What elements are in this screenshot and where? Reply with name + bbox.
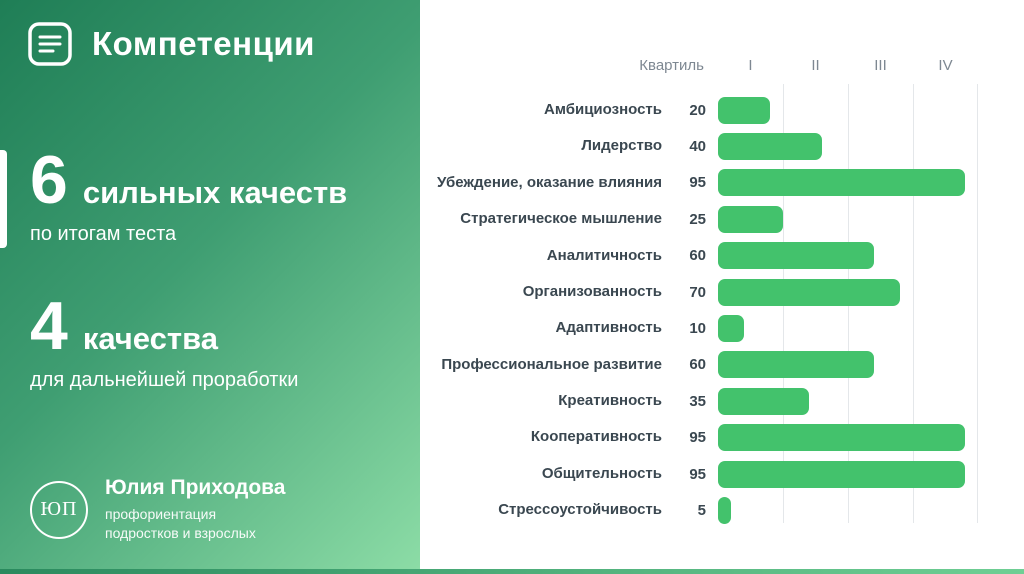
accent-bar [0,150,7,248]
chart-row: Стратегическое мышление 25 [420,201,978,237]
chart-row: Лидерство 40 [420,128,978,164]
bar [718,169,965,197]
bar [718,460,965,488]
quartile-headers: I II III IV [718,57,978,74]
competency-bar-chart: Квартиль I II III IV Амбициозность 20 Лидерст… [420,0,1024,569]
bar [718,133,822,161]
bar-track [718,460,978,488]
bar [718,205,783,233]
author-footer: ЮП Юлия Приходова профориентация подрост… [30,476,285,543]
author-subtitle-line2: подростков и взрослых [105,525,256,542]
bar-track [718,205,978,233]
stat-improve-qualities: 4 качества для дальнейшей проработки [30,292,298,392]
bar [718,96,770,124]
bar-value: 95 [689,174,706,192]
chart-row: Общительность 95 [420,456,978,492]
bar-label: Стрессоустойчивость [498,501,662,519]
bar-value: 35 [689,392,706,410]
left-panel: Компетенции 6 сильных качеств по итогам … [0,0,420,569]
quartile-header: IV [938,56,953,74]
bar [718,278,900,306]
bar-value: 20 [689,101,706,119]
bottom-accent-strip [0,569,1024,574]
chart-header: Квартиль I II III IV [420,50,978,80]
bar [718,315,744,343]
page-title: Компетенции [92,25,315,62]
monogram-logo: ЮП [30,480,88,539]
bar-track [718,278,978,306]
bar-label: Общительность [541,464,662,482]
bar-label: Профессиональное развитие [441,355,662,373]
bar-value: 40 [689,138,706,156]
bar [718,242,874,270]
author-info: Юлия Приходова профориентация подростков… [105,476,285,543]
chart-row: Амбициозность 20 [420,92,978,128]
bar [718,496,731,524]
bar-label: Адаптивность [555,319,662,337]
stat2-label: качества [82,321,218,356]
bar-label: Аналитичность [546,246,662,264]
bar-track [718,496,978,524]
stat-strong-qualities: 6 сильных качеств по итогам теста [30,146,347,246]
bar-value: 10 [689,320,706,338]
gridline [913,84,914,523]
stat2-number: 4 [30,288,68,364]
bar-value: 25 [689,210,706,228]
author-name: Юлия Приходова [105,476,286,500]
chart-row: Кооперативность 95 [420,420,978,456]
stat1-label: сильных качеств [82,175,348,210]
bar-label: Креативность [558,392,662,410]
chart-row: Убеждение, оказание влияния 95 [420,165,978,201]
bar-track [718,169,978,197]
bar-value: 95 [689,465,706,483]
bar-track [718,96,978,124]
bar [718,387,809,415]
title-row: Компетенции [26,20,315,68]
quartile-header: I [748,56,753,74]
stat1-number: 6 [30,142,68,218]
bar-track [718,242,978,270]
chart-row: Креативность 35 [420,383,978,419]
stat2-subtitle: для дальнейшей проработки [30,369,299,391]
gridline [977,84,978,523]
bar-label: Лидерство [581,137,662,155]
bar-label: Убеждение, оказание влияния [437,173,662,191]
bar-track [718,351,978,379]
quartile-header: II [811,56,820,74]
quartile-header: III [874,56,887,74]
bar-value: 5 [697,501,706,519]
bar-label: Амбициозность [543,100,662,118]
stat1-subtitle: по итогам теста [30,223,177,245]
bar-value: 95 [689,429,706,447]
bar-label: Организованность [522,282,662,300]
chart-body: Амбициозность 20 Лидерство 40 Убеждение, ока… [420,84,978,529]
document-icon [26,20,74,68]
chart-row: Стрессоустойчивость 5 [420,492,978,528]
bar-value: 60 [689,356,706,374]
chart-row: Организованность 70 [420,274,978,310]
bar-track [718,315,978,343]
bar-track [718,424,978,452]
bar-label: Стратегическое мышление [460,210,662,228]
bar-label: Кооперативность [530,428,662,446]
chart-row: Профессиональное развитие 60 [420,347,978,383]
bar [718,351,874,379]
chart-row: Аналитичность 60 [420,238,978,274]
bar-track [718,387,978,415]
author-subtitle-line1: профориентация [105,506,217,523]
chart-rows: Амбициозность 20 Лидерство 40 Убеждение, ока… [420,92,978,529]
quartile-axis-label: Квартиль [639,56,704,74]
bar-value: 60 [689,247,706,265]
chart-row: Адаптивность 10 [420,310,978,346]
bar [718,424,965,452]
bar-track [718,133,978,161]
bar-value: 70 [689,283,706,301]
